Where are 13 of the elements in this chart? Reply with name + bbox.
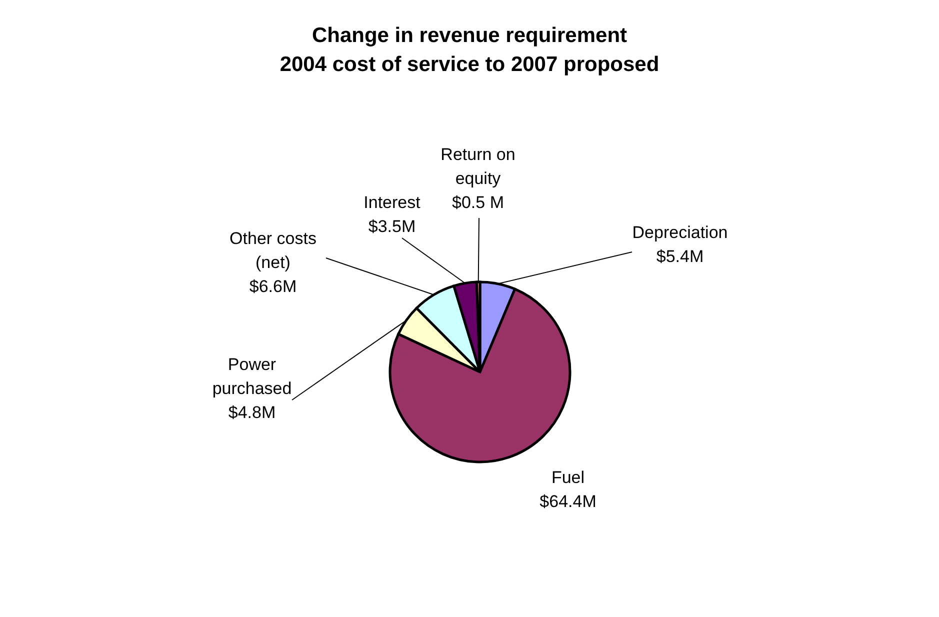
slice-label: Depreciation (632, 223, 728, 242)
data-label: $6.6M (249, 277, 297, 296)
data-label: $5.4M (656, 247, 704, 266)
slice-label: Interest (364, 193, 421, 212)
chart-title: Change in revenue requirement 2004 cost of service to 2007 proposed (280, 24, 660, 76)
slice-label: Fuel (551, 468, 585, 487)
data-label: $64.4M (540, 492, 596, 511)
data-label: $3.5M (368, 217, 416, 236)
data-label: $0.5 M (452, 193, 504, 212)
data-label: $4.8M (228, 403, 276, 422)
slice-label: Other costs (net) (230, 229, 316, 272)
slice-label: Return on equity (440, 145, 516, 188)
slice-label: Power purchased (212, 355, 292, 398)
